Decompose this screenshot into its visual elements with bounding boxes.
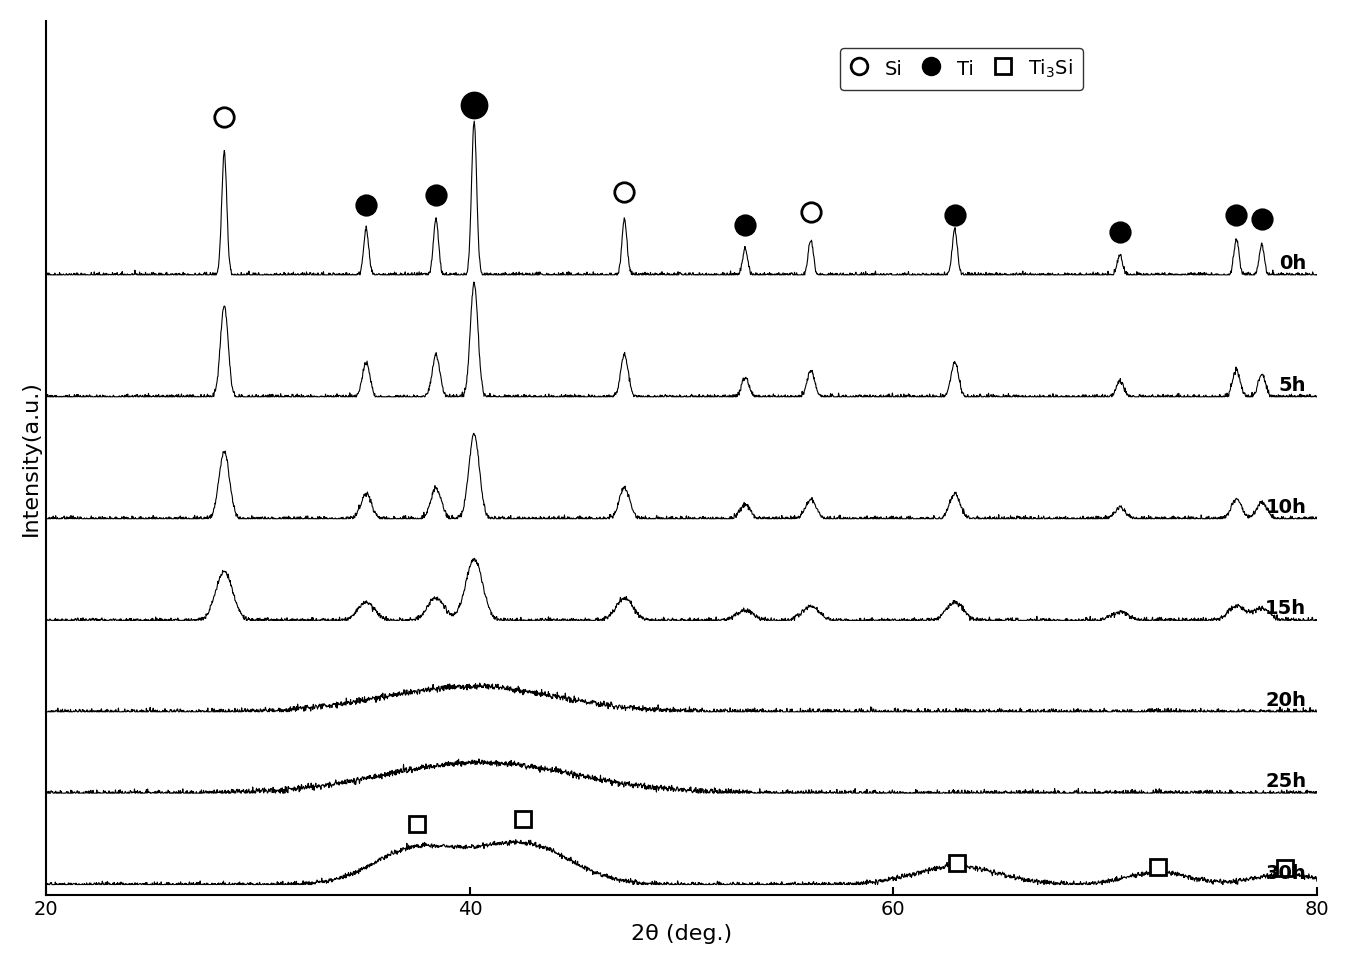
X-axis label: 2θ (deg.): 2θ (deg.): [630, 924, 732, 944]
Text: 25h: 25h: [1265, 772, 1307, 791]
Text: 5h: 5h: [1278, 375, 1307, 395]
Text: 30h: 30h: [1265, 864, 1307, 883]
Text: 15h: 15h: [1265, 599, 1307, 619]
Text: 20h: 20h: [1265, 691, 1307, 710]
Y-axis label: Intensity(a.u.): Intensity(a.u.): [20, 380, 40, 536]
Legend: Si, Ti, Ti$_3$Si: Si, Ti, Ti$_3$Si: [840, 48, 1083, 90]
Text: 0h: 0h: [1278, 254, 1307, 273]
Text: 10h: 10h: [1265, 498, 1307, 516]
